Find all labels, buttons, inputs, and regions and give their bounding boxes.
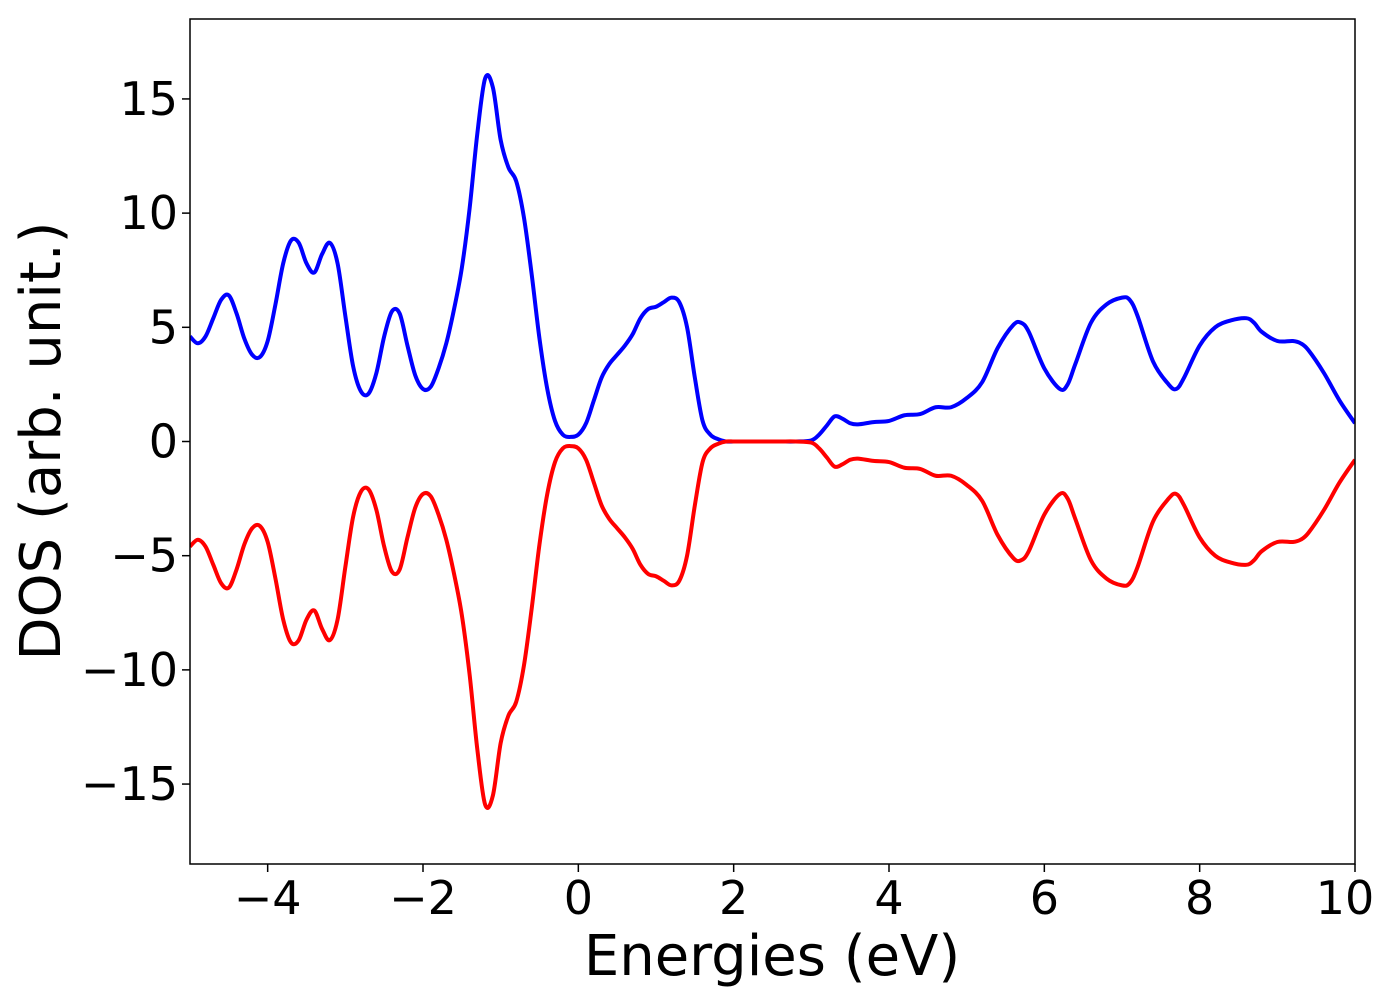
x-tick-label: 8	[1185, 871, 1214, 925]
x-tick-label: 6	[1030, 871, 1059, 925]
x-tick-label: 4	[874, 871, 903, 925]
series-layer	[190, 73, 1355, 810]
x-axis-label: Energies (eV)	[584, 924, 960, 989]
x-axis-ticks: −4 −2 0 2 4 6 8 10	[234, 864, 1375, 925]
series-line-2	[190, 439, 1355, 810]
y-tick-label: −5	[110, 529, 178, 583]
y-axis-ticks: −15 −10 −5 0 5 10 15	[81, 72, 190, 811]
x-tick-label: 2	[719, 871, 748, 925]
series-line-1	[190, 73, 1355, 444]
y-tick-label: 10	[119, 186, 178, 240]
y-tick-label: 0	[149, 415, 178, 469]
y-tick-label: 15	[119, 72, 178, 126]
x-tick-label: −4	[234, 871, 302, 925]
y-tick-label: 5	[149, 300, 178, 354]
x-tick-label: 10	[1316, 871, 1375, 925]
y-tick-label: −15	[81, 757, 178, 811]
y-axis-label: DOS (arb. unit.)	[9, 221, 74, 660]
y-tick-label: −10	[81, 643, 178, 697]
x-tick-label: −2	[389, 871, 457, 925]
x-tick-label: 0	[564, 871, 593, 925]
